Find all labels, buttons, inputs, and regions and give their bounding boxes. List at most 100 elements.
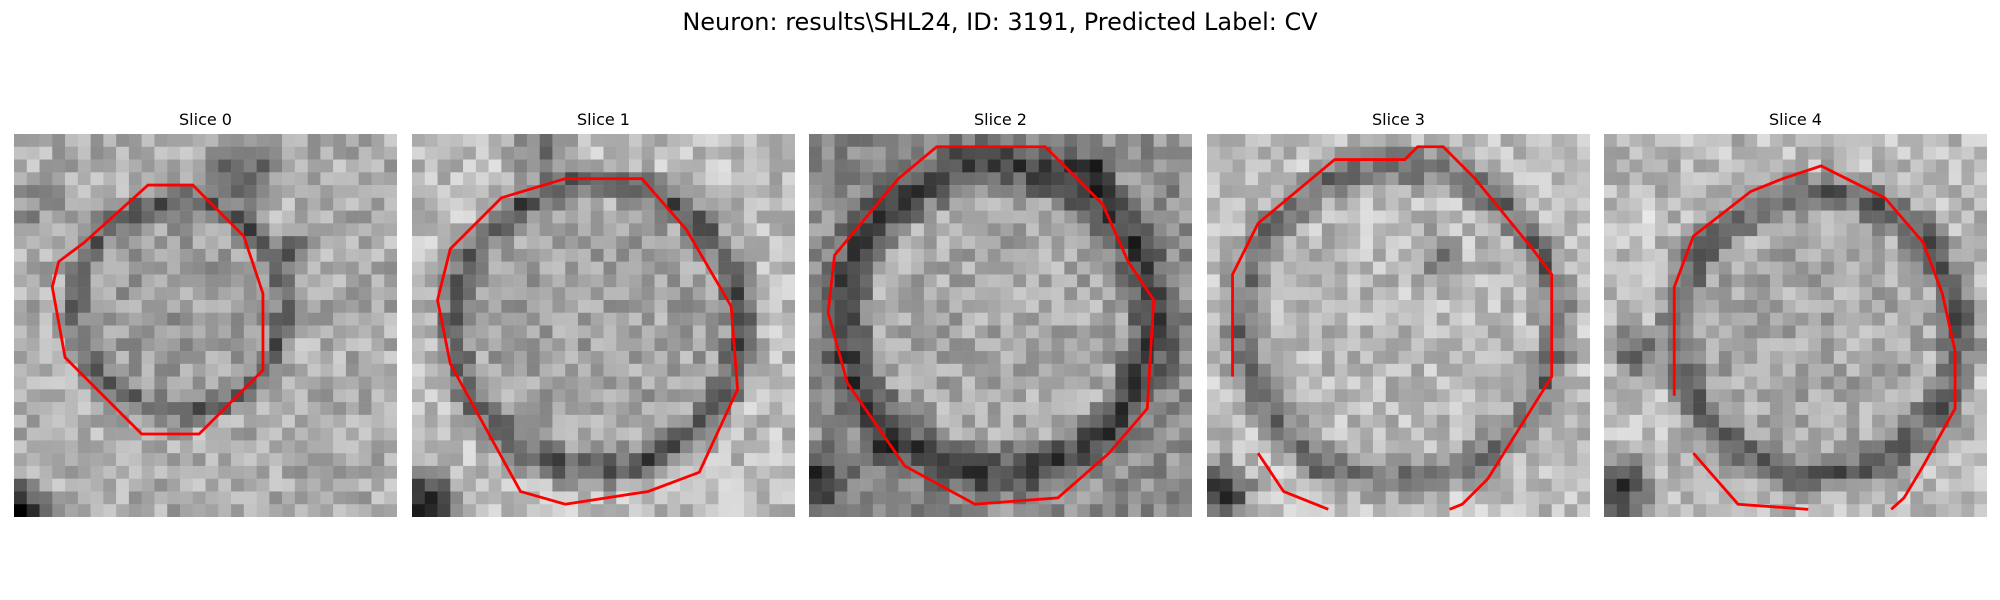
image-pixel <box>1629 440 1643 454</box>
image-pixel <box>949 172 963 186</box>
image-pixel <box>1551 274 1565 288</box>
image-pixel <box>1347 312 1361 326</box>
image-pixel <box>1910 172 1924 186</box>
image-pixel <box>743 146 757 160</box>
image-pixel <box>1487 223 1501 237</box>
image-pixel <box>1693 210 1707 224</box>
image-pixel <box>307 261 321 275</box>
image-pixel <box>307 325 321 339</box>
image-pixel <box>1526 504 1540 517</box>
image-pixel <box>552 210 566 224</box>
image-pixel <box>1642 159 1656 173</box>
image-pixel <box>1795 402 1809 416</box>
image-pixel <box>1258 172 1272 186</box>
image-pixel <box>782 299 795 313</box>
image-pixel <box>475 465 489 479</box>
image-pixel <box>358 210 372 224</box>
image-pixel <box>1693 236 1707 250</box>
image-pixel <box>128 134 142 148</box>
image-pixel <box>1064 440 1078 454</box>
image-pixel <box>358 197 372 211</box>
image-pixel <box>1500 159 1514 173</box>
image-pixel <box>77 274 91 288</box>
image-pixel <box>294 134 308 148</box>
image-pixel <box>1360 478 1374 492</box>
image-pixel <box>1577 363 1590 377</box>
image-pixel <box>231 376 245 390</box>
image-pixel <box>1706 402 1720 416</box>
image-pixel <box>1140 453 1154 467</box>
image-pixel <box>847 287 861 301</box>
image-pixel <box>1026 325 1040 339</box>
image-pixel <box>1616 146 1630 160</box>
image-pixel <box>154 134 168 148</box>
image-pixel <box>1077 504 1091 517</box>
image-pixel <box>1153 414 1167 428</box>
image-pixel <box>77 210 91 224</box>
image-pixel <box>667 299 681 313</box>
image-pixel <box>463 338 477 352</box>
image-pixel <box>1757 159 1771 173</box>
image-pixel <box>475 274 489 288</box>
image-pixel <box>756 236 770 250</box>
image-pixel <box>1551 299 1565 313</box>
image-pixel <box>1859 453 1873 467</box>
image-pixel <box>1411 172 1425 186</box>
image-pixel <box>629 299 643 313</box>
image-pixel <box>1270 185 1284 199</box>
image-pixel <box>872 504 886 517</box>
image-pixel <box>1360 223 1374 237</box>
image-pixel <box>1372 338 1386 352</box>
image-pixel <box>1782 389 1796 403</box>
image-pixel <box>1219 363 1233 377</box>
image-pixel <box>539 248 553 262</box>
image-pixel <box>14 504 28 517</box>
image-pixel <box>654 185 668 199</box>
image-pixel <box>282 185 296 199</box>
image-pixel <box>1923 427 1937 441</box>
image-pixel <box>1051 414 1065 428</box>
image-pixel <box>1604 172 1618 186</box>
image-pixel <box>1526 223 1540 237</box>
image-pixel <box>1051 197 1065 211</box>
image-pixel <box>1000 223 1014 237</box>
image-pixel <box>1064 504 1078 517</box>
image-pixel <box>154 299 168 313</box>
image-pixel <box>294 159 308 173</box>
image-pixel <box>1513 351 1527 365</box>
image-pixel <box>821 453 835 467</box>
image-pixel <box>1334 504 1348 517</box>
image-pixel <box>616 134 630 148</box>
image-pixel <box>1513 440 1527 454</box>
image-pixel <box>1769 402 1783 416</box>
image-pixel <box>1538 504 1552 517</box>
image-pixel <box>1347 338 1361 352</box>
image-pixel <box>923 274 937 288</box>
image-pixel <box>667 440 681 454</box>
image-pixel <box>911 210 925 224</box>
image-pixel <box>218 134 232 148</box>
image-pixel <box>936 453 950 467</box>
image-pixel <box>1089 159 1103 173</box>
image-pixel <box>1258 299 1272 313</box>
image-pixel <box>590 351 604 365</box>
image-pixel <box>1718 414 1732 428</box>
image-pixel <box>1935 376 1949 390</box>
image-pixel <box>834 478 848 492</box>
image-pixel <box>1309 376 1323 390</box>
image-pixel <box>1538 414 1552 428</box>
image-pixel <box>1884 389 1898 403</box>
image-pixel <box>898 351 912 365</box>
image-pixel <box>1577 223 1590 237</box>
image-pixel <box>1667 491 1681 505</box>
image-pixel <box>552 287 566 301</box>
image-pixel <box>128 465 142 479</box>
image-pixel <box>1923 312 1937 326</box>
image-pixel <box>718 172 732 186</box>
image-pixel <box>1577 504 1590 517</box>
image-pixel <box>1948 146 1962 160</box>
image-pixel <box>1245 427 1259 441</box>
image-pixel <box>65 287 79 301</box>
image-pixel <box>1449 287 1463 301</box>
image-pixel <box>731 465 745 479</box>
